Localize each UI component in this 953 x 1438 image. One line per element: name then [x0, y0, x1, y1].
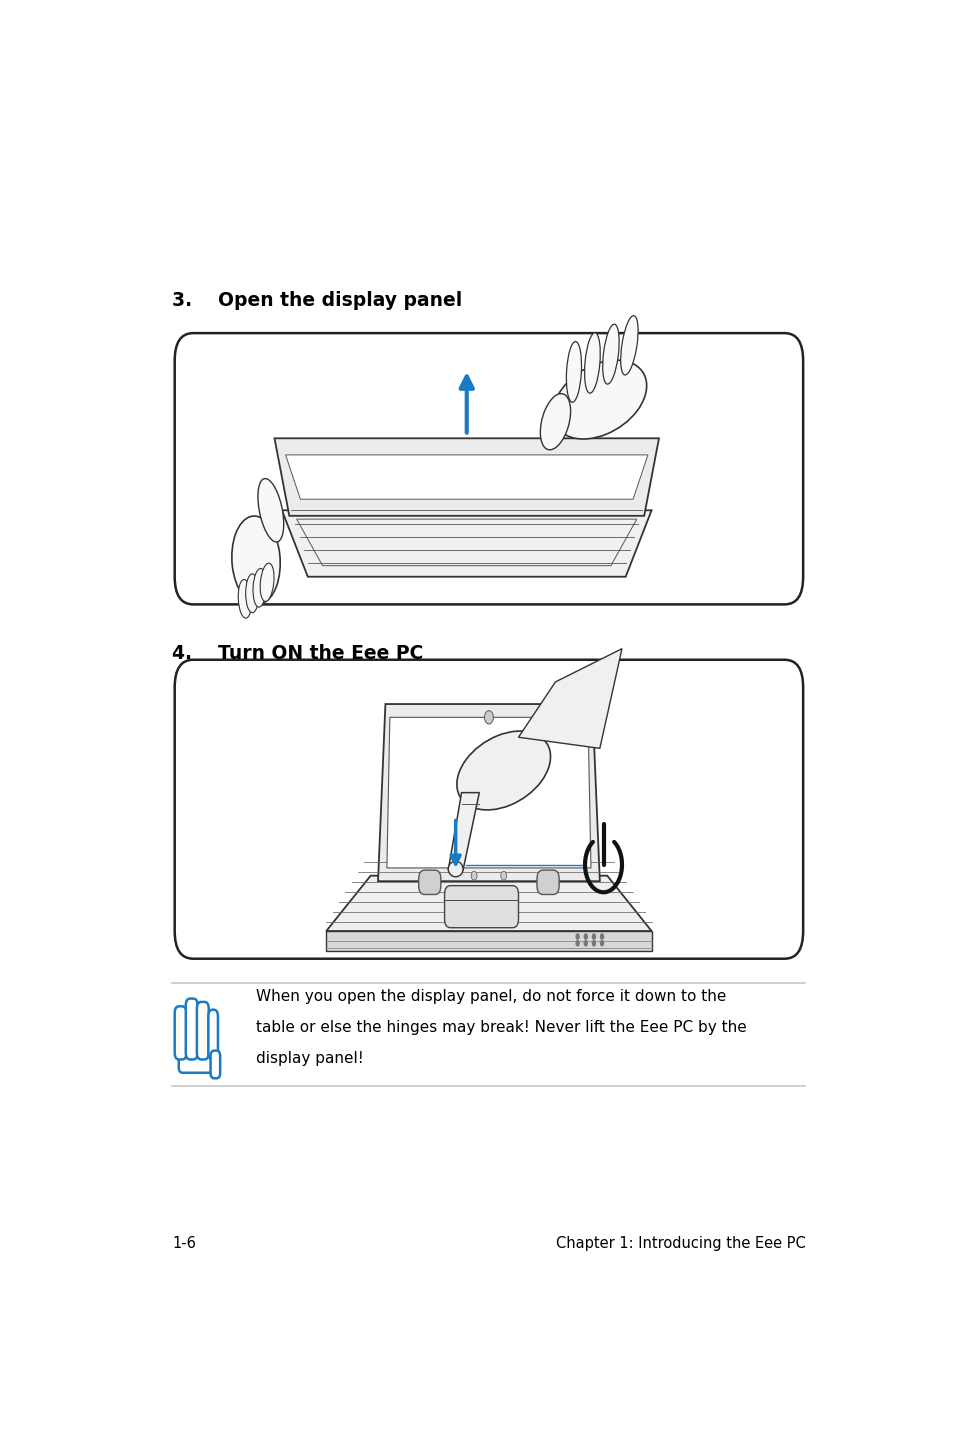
Circle shape — [583, 940, 587, 946]
FancyBboxPatch shape — [174, 660, 802, 959]
Ellipse shape — [456, 731, 550, 810]
Circle shape — [591, 940, 596, 946]
FancyBboxPatch shape — [196, 1002, 209, 1060]
Polygon shape — [326, 876, 651, 930]
Polygon shape — [326, 930, 651, 951]
Circle shape — [575, 940, 579, 946]
FancyBboxPatch shape — [444, 886, 518, 928]
Ellipse shape — [257, 479, 283, 542]
Text: Chapter 1: Introducing the Eee PC: Chapter 1: Introducing the Eee PC — [555, 1235, 804, 1251]
Ellipse shape — [260, 564, 274, 601]
Circle shape — [591, 933, 596, 940]
FancyBboxPatch shape — [418, 870, 440, 894]
FancyBboxPatch shape — [211, 1051, 220, 1078]
Text: 4.    Turn ON the Eee PC: 4. Turn ON the Eee PC — [172, 644, 423, 663]
Ellipse shape — [602, 324, 618, 384]
Circle shape — [583, 933, 587, 940]
Ellipse shape — [539, 394, 570, 450]
FancyBboxPatch shape — [174, 1007, 187, 1060]
Polygon shape — [387, 718, 590, 869]
FancyBboxPatch shape — [178, 1040, 214, 1073]
FancyBboxPatch shape — [186, 998, 197, 1060]
Text: table or else the hinges may break! Never lift the Eee PC by the: table or else the hinges may break! Neve… — [255, 1020, 746, 1034]
Ellipse shape — [448, 861, 462, 877]
Ellipse shape — [253, 568, 266, 607]
Polygon shape — [448, 792, 478, 870]
Text: 1-6: 1-6 — [172, 1235, 196, 1251]
Polygon shape — [518, 649, 621, 748]
Polygon shape — [282, 510, 651, 577]
Circle shape — [471, 871, 476, 880]
FancyBboxPatch shape — [174, 334, 802, 604]
FancyBboxPatch shape — [208, 1009, 217, 1060]
Ellipse shape — [584, 332, 599, 393]
Circle shape — [599, 933, 603, 940]
Ellipse shape — [620, 315, 638, 375]
Ellipse shape — [566, 341, 581, 403]
Circle shape — [575, 933, 579, 940]
Text: When you open the display panel, do not force it down to the: When you open the display panel, do not … — [255, 988, 725, 1004]
Ellipse shape — [553, 360, 646, 439]
Circle shape — [484, 710, 493, 723]
FancyBboxPatch shape — [537, 870, 558, 894]
Polygon shape — [274, 439, 659, 516]
Polygon shape — [377, 705, 599, 881]
Circle shape — [599, 940, 603, 946]
Ellipse shape — [238, 580, 252, 618]
Ellipse shape — [232, 516, 280, 604]
Circle shape — [500, 871, 506, 880]
Ellipse shape — [246, 574, 258, 613]
Text: 3.    Open the display panel: 3. Open the display panel — [172, 290, 462, 311]
Polygon shape — [285, 454, 647, 499]
Text: display panel!: display panel! — [255, 1051, 363, 1066]
